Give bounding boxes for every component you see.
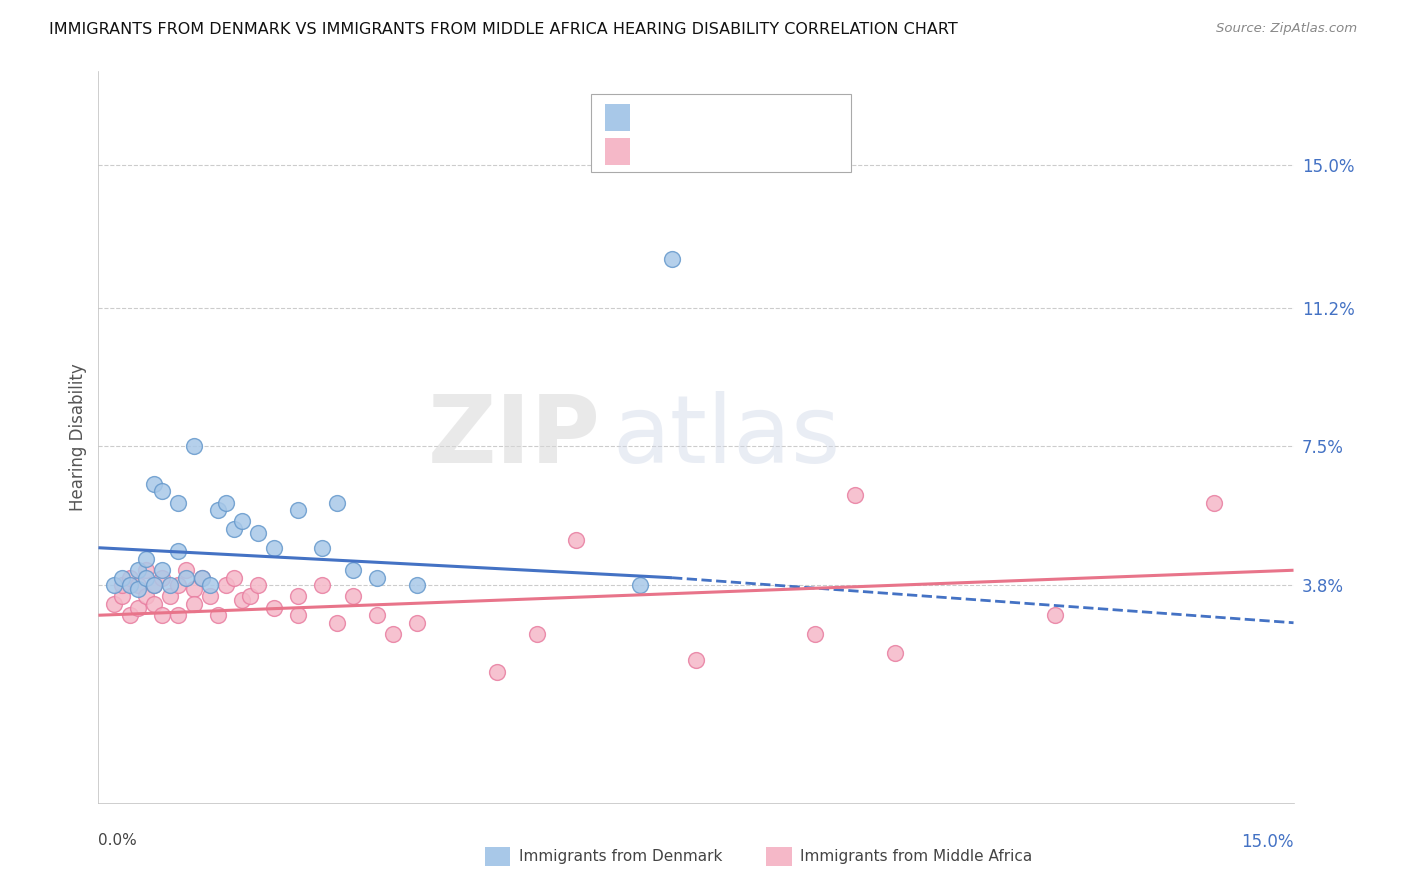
Point [159, 578, 181, 592]
Point [231, 515, 253, 529]
Point [406, 578, 429, 592]
Point [222, 571, 245, 585]
Point [246, 525, 269, 540]
Text: ZIP: ZIP [427, 391, 600, 483]
Text: Source: ZipAtlas.com: Source: ZipAtlas.com [1216, 22, 1357, 36]
Point [1043, 608, 1066, 623]
Point [287, 590, 309, 604]
Text: R =: R = [641, 142, 676, 156]
Point [382, 627, 405, 641]
Point [127, 582, 149, 596]
Point [183, 597, 205, 611]
Point [143, 578, 166, 592]
Point [191, 571, 214, 585]
Text: Immigrants from Middle Africa: Immigrants from Middle Africa [800, 849, 1032, 863]
Point [174, 571, 197, 585]
Point [198, 590, 221, 604]
Point [198, 578, 221, 592]
Point [111, 578, 134, 592]
Text: 15.0%: 15.0% [1241, 833, 1294, 851]
Point [1202, 496, 1225, 510]
Point [326, 615, 349, 630]
Point [207, 608, 229, 623]
Point [127, 563, 149, 577]
Point [127, 600, 149, 615]
Point [231, 593, 253, 607]
Point [844, 488, 866, 502]
Text: 0.0%: 0.0% [98, 833, 138, 847]
Point [150, 571, 173, 585]
Point [150, 608, 173, 623]
Point [366, 608, 388, 623]
Text: N =: N = [773, 142, 810, 156]
Point [135, 571, 157, 585]
Point [167, 544, 190, 558]
Point [135, 590, 157, 604]
Y-axis label: Hearing Disability: Hearing Disability [69, 363, 87, 511]
Point [150, 563, 173, 577]
Point [111, 571, 134, 585]
Point [143, 578, 166, 592]
Point [366, 571, 388, 585]
Point [215, 578, 238, 592]
Point [685, 653, 707, 667]
Text: IMMIGRANTS FROM DENMARK VS IMMIGRANTS FROM MIDDLE AFRICA HEARING DISABILITY CORR: IMMIGRANTS FROM DENMARK VS IMMIGRANTS FR… [49, 22, 957, 37]
Point [150, 484, 173, 499]
Point [135, 563, 157, 577]
Point [120, 608, 142, 623]
Point [565, 533, 588, 548]
Text: 45: 45 [804, 142, 827, 156]
Point [342, 590, 364, 604]
Point [884, 646, 907, 660]
Point [120, 571, 142, 585]
Point [127, 578, 149, 592]
Text: 0.270: 0.270 [681, 142, 737, 156]
Point [287, 608, 309, 623]
Text: Immigrants from Denmark: Immigrants from Denmark [519, 849, 723, 863]
Point [167, 578, 190, 592]
Point [661, 252, 683, 266]
Point [167, 608, 190, 623]
Point [120, 578, 142, 592]
Point [311, 541, 333, 555]
Text: N =: N = [773, 108, 810, 122]
Point [804, 627, 827, 641]
Point [111, 590, 134, 604]
Text: 32: 32 [804, 108, 827, 122]
Point [287, 503, 309, 517]
Point [239, 590, 262, 604]
Point [103, 578, 125, 592]
Point [183, 440, 205, 454]
Point [174, 563, 197, 577]
Point [263, 600, 285, 615]
Point [215, 496, 238, 510]
Point [222, 522, 245, 536]
Point [326, 496, 349, 510]
Point [191, 571, 214, 585]
Point [143, 597, 166, 611]
Point [485, 665, 508, 679]
Point [246, 578, 269, 592]
Point [183, 582, 205, 596]
Point [143, 477, 166, 491]
Point [628, 578, 651, 592]
Point [311, 578, 333, 592]
Point [207, 503, 229, 517]
Point [167, 496, 190, 510]
Point [103, 597, 125, 611]
Text: -0.105: -0.105 [681, 108, 738, 122]
Point [263, 541, 285, 555]
Point [159, 590, 181, 604]
Point [526, 627, 548, 641]
Text: atlas: atlas [613, 391, 841, 483]
Point [342, 563, 364, 577]
Text: R =: R = [641, 108, 676, 122]
Point [135, 552, 157, 566]
Point [406, 615, 429, 630]
